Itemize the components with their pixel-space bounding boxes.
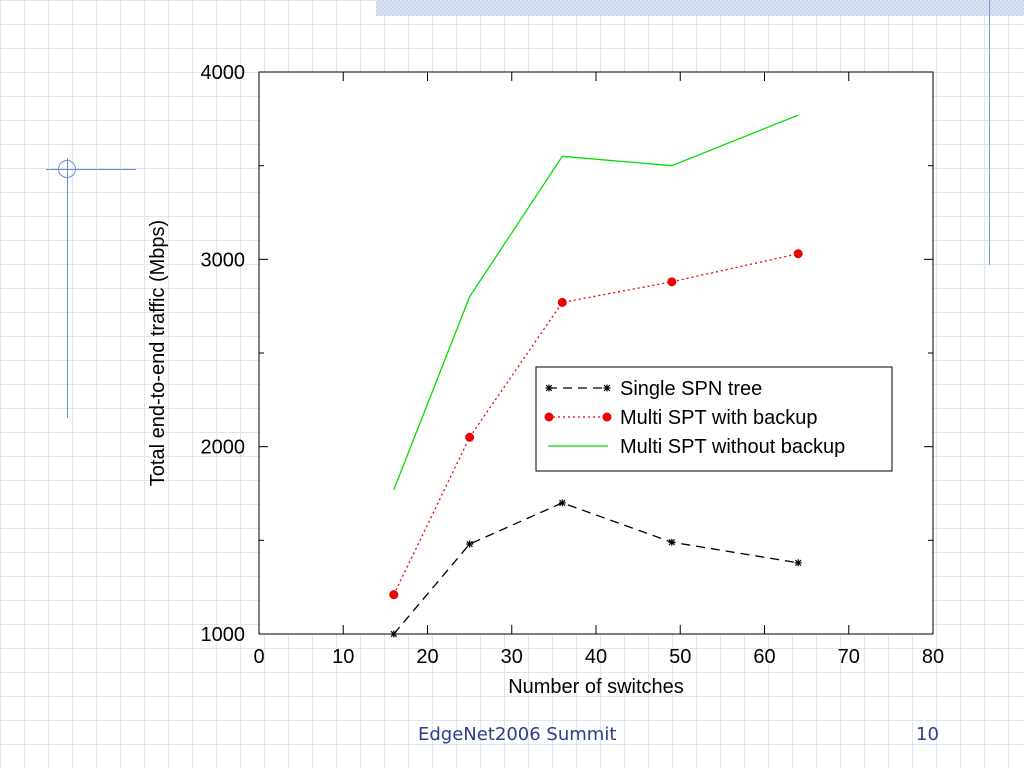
top-decorative-band [376,0,1024,16]
series-line [393,114,799,490]
series-line [393,253,799,595]
data-point [466,540,474,548]
x-tick-label: 0 [253,646,264,668]
y-axis-label: Total end-to-end traffic (Mbps) [147,220,169,486]
data-point [390,630,398,638]
y-tick-label: 1000 [201,624,246,646]
line-chart: 0 10 20 30 40 50 60 70 80 1000 2000 3000 4000 Single… [147,62,945,698]
plot-frame [258,71,934,635]
data-point [557,297,567,307]
footer-title: EdgeNet2006 Summit [418,724,617,745]
x-tick-label: 80 [922,646,944,668]
x-tick-label: 70 [838,646,860,668]
decorative-circle-icon [58,160,76,178]
marker-stroke [668,538,676,546]
marker-stroke [603,384,611,392]
data-point [558,499,566,507]
data-point [668,538,676,546]
decorative-vertical-line [67,158,68,418]
series-layer [389,114,803,638]
legend-label: Multi SPT with backup [620,407,818,429]
legend-label: Single SPN tree [620,378,762,400]
marker-stroke [794,559,802,567]
data-point [602,412,612,422]
decorative-horizontal-line [46,169,136,170]
series-0 [390,499,802,638]
data-point [603,384,611,392]
series-1 [389,249,803,600]
legend-box [535,366,893,472]
data-point [667,277,677,287]
data-point [465,432,475,442]
axis-ticks: 0 10 20 30 40 50 60 70 80 1000 2000 3000 4000 [201,62,945,668]
marker-stroke [466,540,473,548]
marker-stroke [390,630,398,638]
series-2 [393,114,799,490]
data-point [794,559,802,567]
x-tick-label: 60 [753,646,775,668]
y-tick-label: 2000 [201,437,246,459]
x-tick-label: 20 [416,646,438,668]
data-point [389,590,399,600]
page-number: 10 [916,724,939,745]
data-point [793,249,803,259]
y-tick-label: 3000 [201,249,246,271]
x-tick-label: 10 [332,646,354,668]
marker-stroke [545,384,553,392]
legend: Single SPN tree Multi SPT with backup Mult… [535,366,893,472]
x-tick-label: 30 [501,646,523,668]
data-point [545,384,553,392]
x-tick-label: 40 [585,646,607,668]
x-axis-label: Number of switches [508,676,684,698]
y-tick-label: 4000 [201,62,246,84]
x-tick-label: 50 [669,646,691,668]
legend-label: Multi SPT without backup [620,436,845,458]
data-point [544,412,554,422]
marker-stroke [559,499,566,507]
right-decorative-line [989,0,990,265]
series-line [393,502,799,635]
